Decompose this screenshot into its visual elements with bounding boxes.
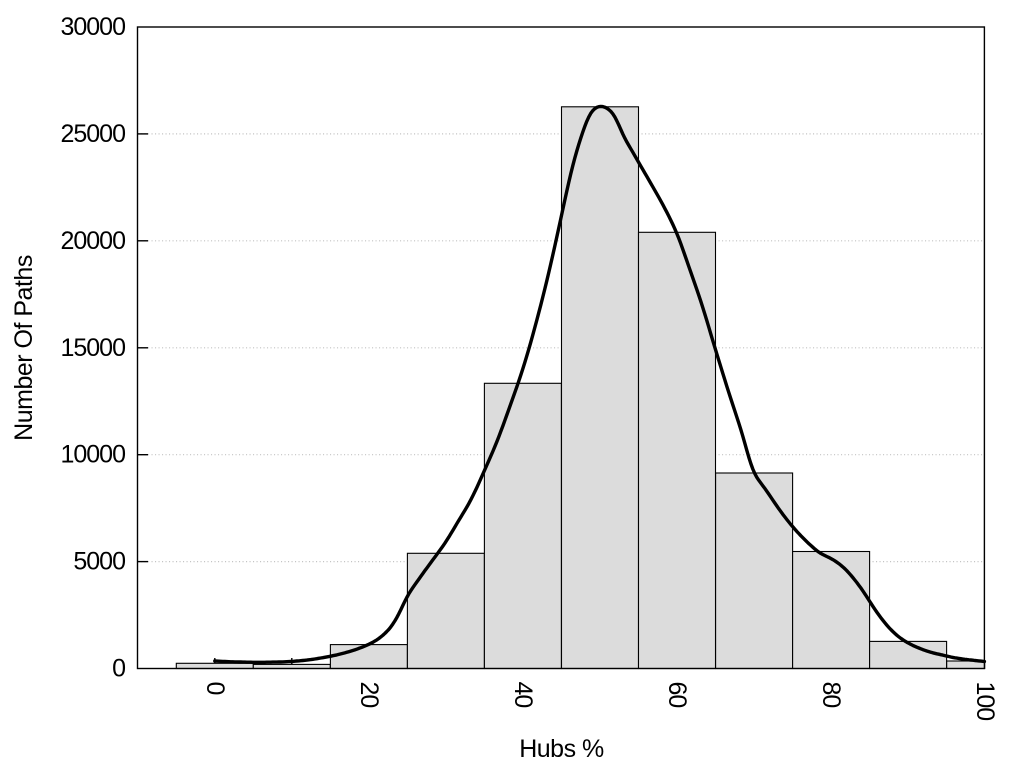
svg-text:60: 60 bbox=[663, 682, 691, 708]
svg-text:80: 80 bbox=[817, 682, 845, 708]
svg-text:20: 20 bbox=[355, 682, 383, 708]
svg-text:100: 100 bbox=[971, 682, 999, 721]
svg-text:Number Of Paths: Number Of Paths bbox=[10, 255, 38, 441]
svg-text:5000: 5000 bbox=[73, 548, 125, 576]
svg-text:15000: 15000 bbox=[60, 334, 125, 362]
svg-text:20000: 20000 bbox=[60, 227, 125, 255]
svg-text:0: 0 bbox=[112, 655, 125, 683]
svg-text:Hubs %: Hubs % bbox=[519, 735, 604, 763]
svg-text:10000: 10000 bbox=[60, 441, 125, 469]
svg-text:30000: 30000 bbox=[60, 13, 125, 41]
svg-text:40: 40 bbox=[509, 682, 537, 708]
svg-text:25000: 25000 bbox=[60, 120, 125, 148]
svg-text:0: 0 bbox=[201, 682, 229, 695]
